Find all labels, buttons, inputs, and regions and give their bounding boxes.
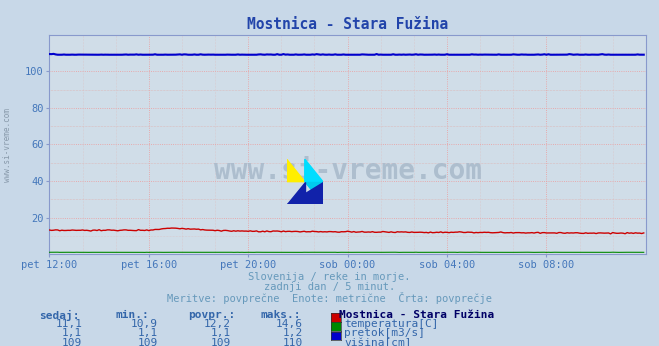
Polygon shape — [287, 159, 304, 182]
Text: 110: 110 — [283, 338, 303, 346]
Text: 12,2: 12,2 — [204, 319, 231, 329]
Text: www.si-vreme.com: www.si-vreme.com — [3, 108, 13, 182]
Text: 1,1: 1,1 — [138, 328, 158, 338]
Text: maks.:: maks.: — [260, 310, 301, 320]
Text: 11,1: 11,1 — [55, 319, 82, 329]
Text: min.:: min.: — [115, 310, 149, 320]
Text: 1,2: 1,2 — [283, 328, 303, 338]
Polygon shape — [287, 182, 304, 204]
Text: 1,1: 1,1 — [210, 328, 231, 338]
Text: 109: 109 — [62, 338, 82, 346]
Text: 109: 109 — [138, 338, 158, 346]
Polygon shape — [304, 159, 323, 182]
Polygon shape — [304, 182, 323, 204]
Text: zadnji dan / 5 minut.: zadnji dan / 5 minut. — [264, 282, 395, 292]
Text: pretok[m3/s]: pretok[m3/s] — [344, 328, 425, 338]
Polygon shape — [287, 182, 323, 204]
Text: višina[cm]: višina[cm] — [344, 338, 411, 346]
Text: Slovenija / reke in morje.: Slovenija / reke in morje. — [248, 272, 411, 282]
Text: sedaj:: sedaj: — [40, 310, 80, 321]
Text: 109: 109 — [210, 338, 231, 346]
Text: temperatura[C]: temperatura[C] — [344, 319, 438, 329]
Text: povpr.:: povpr.: — [188, 310, 235, 320]
Text: 1,1: 1,1 — [62, 328, 82, 338]
Text: Meritve: povprečne  Enote: metrične  Črta: povprečje: Meritve: povprečne Enote: metrične Črta:… — [167, 292, 492, 304]
Text: www.si-vreme.com: www.si-vreme.com — [214, 157, 482, 185]
Title: Mostnica - Stara Fužina: Mostnica - Stara Fužina — [247, 17, 448, 32]
Text: 10,9: 10,9 — [131, 319, 158, 329]
Text: Mostnica - Stara Fužina: Mostnica - Stara Fužina — [339, 310, 495, 320]
Text: 14,6: 14,6 — [276, 319, 303, 329]
